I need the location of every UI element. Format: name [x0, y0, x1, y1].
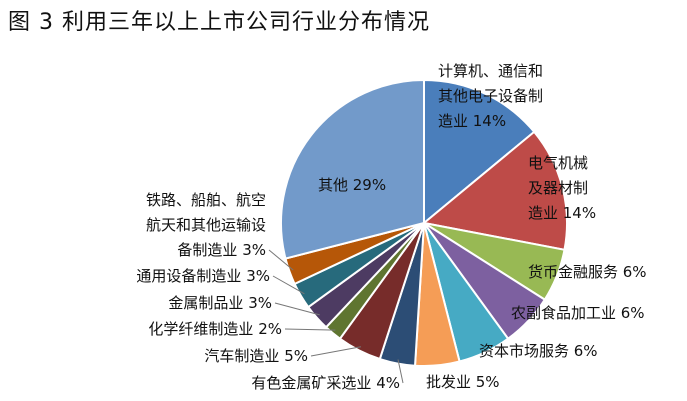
pie-slice — [423, 78, 536, 226]
slice-label: 金属制品业 3% — [168, 294, 272, 312]
slice-label: 有色金属矿采选业 4% — [251, 374, 400, 392]
leader-line — [310, 346, 361, 357]
slice-label-line: 汽车制造业 5% — [204, 347, 308, 365]
leader-line — [284, 328, 336, 331]
slice-label: 资本市场服务 6% — [479, 342, 598, 360]
slice-label: 化学纤维制造业 2% — [148, 320, 282, 338]
slice-label-line: 计算机、通信和 — [438, 62, 543, 80]
slice-label: 电气机械及器材制造业 14% — [528, 154, 596, 222]
slice-label-line: 批发业 5% — [426, 373, 500, 391]
chart-title: 图 3 利用三年以上上市公司行业分布情况 — [8, 10, 430, 35]
slice-label: 通用设备制造业 3% — [136, 267, 270, 285]
slice-label-line: 铁路、船舶、航空 — [146, 191, 266, 209]
leader-lines — [268, 249, 404, 384]
slice-label-line: 货币金融服务 6% — [528, 263, 647, 281]
slice-label-line: 资本市场服务 6% — [479, 342, 598, 360]
pie-slice — [421, 130, 568, 251]
slice-label: 批发业 5% — [426, 373, 500, 391]
slice-label-line: 农副食品加工业 6% — [511, 304, 645, 322]
leader-line — [268, 249, 294, 271]
slice-label-line: 通用设备制造业 3% — [136, 267, 270, 285]
leader-line — [274, 302, 320, 316]
slice-label-line: 航天和其他运输设 — [146, 216, 266, 234]
slice-label-line: 其他电子设备制 — [438, 87, 543, 105]
slice-label-line: 备制造业 3% — [177, 241, 266, 259]
pie-slices — [280, 78, 568, 368]
slice-label-line: 化学纤维制造业 2% — [148, 320, 282, 338]
slice-label-line: 造业 14% — [438, 112, 506, 130]
slice-label: 计算机、通信和其他电子设备制造业 14% — [438, 62, 543, 130]
slice-label: 其他 29% — [318, 176, 386, 194]
slice-label-line: 造业 14% — [528, 204, 596, 222]
pie-slice — [280, 78, 425, 260]
slice-label: 货币金融服务 6% — [528, 263, 647, 281]
slice-label: 农副食品加工业 6% — [511, 304, 645, 322]
slice-label-line: 及器材制 — [528, 179, 588, 197]
leader-line — [272, 275, 305, 295]
slice-label: 铁路、船舶、航空航天和其他运输设备制造业 3% — [146, 191, 266, 259]
leader-line — [397, 359, 404, 384]
slice-label: 汽车制造业 5% — [204, 347, 308, 365]
slice-label-line: 其他 29% — [318, 176, 386, 194]
slice-labels: 计算机、通信和其他电子设备制造业 14%电气机械及器材制造业 14%货币金融服务… — [136, 62, 646, 392]
slice-label-line: 有色金属矿采选业 4% — [251, 374, 400, 392]
slice-label-line: 电气机械 — [528, 154, 588, 172]
slice-label-line: 金属制品业 3% — [168, 294, 272, 312]
